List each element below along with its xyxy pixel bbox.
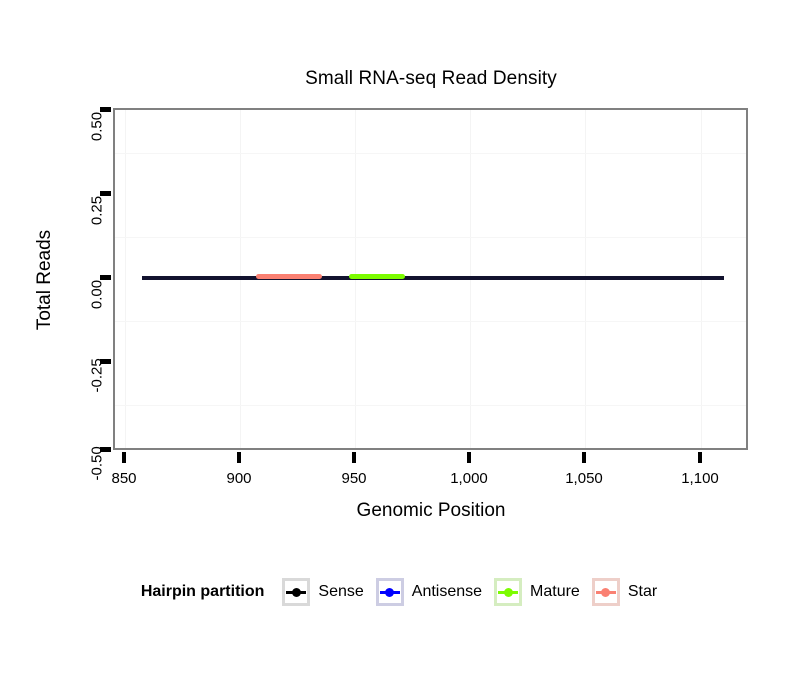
legend-label-antisense: Antisense [411,583,483,600]
x-tick-label: 1,100 [681,470,719,487]
legend-key-star [591,578,620,606]
y-tick-mark [100,107,111,112]
legend-dot-icon [503,587,513,597]
x-tick-mark [698,452,702,463]
y-tick-mark [100,275,111,280]
gridline-horizontal [115,405,746,406]
y-tick-mark [100,191,111,196]
y-axis-label: Total Reads [32,160,58,400]
legend-key-mature [494,578,523,606]
y-tick-mark [100,447,111,452]
x-tick-label: 900 [226,470,252,487]
gridline-horizontal [115,153,746,154]
legend: Hairpin partition Sense Antisense Mature [0,578,810,606]
y-tick-label: -0.25 [88,358,106,393]
page-title: Small RNA-seq Read Density [305,68,557,89]
legend-label-sense: Sense [318,583,364,600]
x-tick-mark [582,452,586,463]
x-tick-mark [352,452,356,463]
legend-item-sense[interactable]: Sense [282,578,364,606]
gridline-vertical [125,110,126,448]
x-tick-label: 950 [341,470,367,487]
legend-dot-icon [601,587,611,597]
x-tick-mark [237,452,241,463]
plot-panel [113,108,748,450]
legend-label-star: Star [627,583,658,600]
legend-key-sense [282,578,311,606]
x-tick-label: 850 [111,470,137,487]
legend-title: Hairpin partition [140,583,265,600]
y-axis-label-text: Total Reads [34,229,55,331]
x-tick-label: 1,050 [565,470,603,487]
legend-label-mature: Mature [530,583,580,600]
x-tick-mark [467,452,471,463]
legend-dot-icon [385,587,395,597]
gridline-horizontal [115,321,746,322]
y-tick-label: 0.00 [88,279,106,310]
y-tick-label: 0.25 [88,195,106,226]
series-line-star [256,274,322,279]
gridline-horizontal [115,237,746,238]
legend-dot-icon [291,587,301,597]
series-line-sense [142,276,724,280]
legend-key-antisense [375,578,404,606]
legend-item-star[interactable]: Star [591,578,658,606]
y-tick-label: 0.50 [88,111,106,142]
legend-item-mature[interactable]: Mature [494,578,580,606]
series-line-mature [349,274,405,279]
x-tick-label: 1,000 [450,470,488,487]
x-axis-label: Genomic Position [356,500,506,521]
legend-item-antisense[interactable]: Antisense [375,578,483,606]
x-tick-mark [122,452,126,463]
y-tick-mark [100,359,111,364]
